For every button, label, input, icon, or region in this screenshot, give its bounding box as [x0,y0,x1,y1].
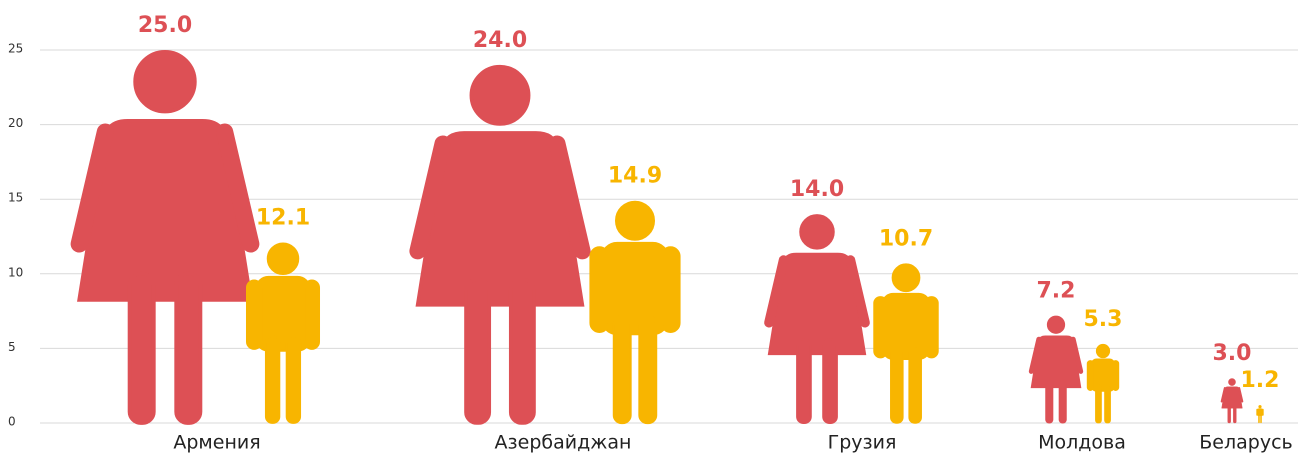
figure-shape [873,263,939,424]
value-label: 1.2 [1241,368,1280,393]
value-label: 5.3 [1084,307,1123,332]
figure [873,263,939,424]
x-tick-label: Молдова [1038,432,1126,454]
figure [769,215,865,423]
figure-shape [245,242,321,424]
value-label: 14.9 [608,164,662,189]
figure [589,200,681,425]
y-tick-label: 0 [8,415,16,429]
figure-shape [589,200,681,425]
figure [1031,316,1080,423]
y-tick-label: 20 [8,116,23,130]
value-label: 25.0 [138,13,192,38]
x-tick-label: Азербайджан [495,432,632,454]
value-label: 24.0 [473,28,527,53]
figure-shape [1220,377,1244,425]
figure-shape [769,215,865,423]
figure-shape [1086,343,1120,424]
y-tick-label: 25 [8,42,23,56]
y-tick-label: 5 [8,340,16,354]
value-label: 10.7 [879,226,933,251]
y-tick-label: 10 [8,265,23,279]
figure [418,67,583,423]
figure-shape [79,52,251,423]
y-tick-label: 15 [8,191,23,205]
x-tick-label: Армения [173,432,260,454]
figure [79,52,251,423]
figure [1220,377,1244,425]
figure-shape [1031,316,1080,423]
figure-shape [418,67,583,423]
value-label: 3.0 [1213,341,1252,366]
figure-shape [1256,405,1264,424]
value-label: 7.2 [1037,279,1076,304]
figure [1086,343,1120,424]
figure [245,242,321,424]
x-tick-label: Грузия [828,432,897,454]
figure [1256,405,1264,424]
x-tick-label: Беларусь [1199,432,1292,454]
value-label: 12.1 [256,205,310,230]
value-label: 14.0 [790,177,844,202]
